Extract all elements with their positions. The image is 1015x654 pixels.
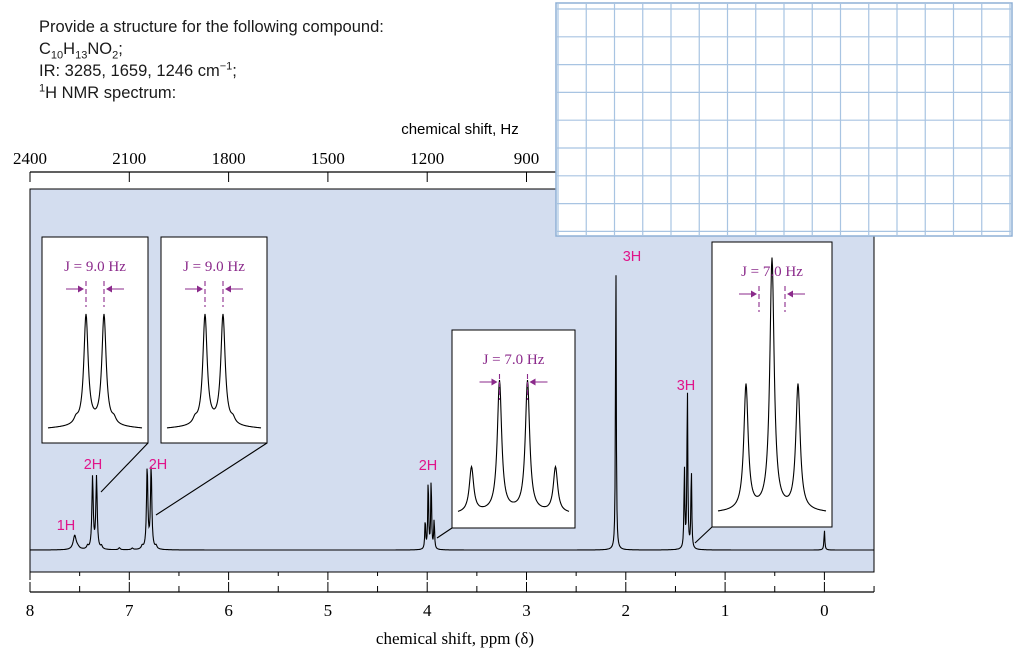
ppm-tick-label: 5: [324, 601, 333, 620]
ppm-tick-label: 1: [721, 601, 730, 620]
inset-box: [711, 241, 833, 528]
hz-tick-label: 1200: [410, 149, 444, 168]
molecular-formula: C10H13NO2;: [39, 40, 123, 62]
ppm-tick-label: 6: [224, 601, 233, 620]
coupling-constant-label: J = 7.0 Hz: [741, 264, 803, 280]
integration-label: 3H: [677, 378, 696, 394]
ppm-tick-label: 7: [125, 601, 134, 620]
inset-leader-line: [100, 442, 149, 493]
integration-label: 3H: [623, 249, 642, 265]
j-arrowhead: [225, 285, 231, 293]
hz-tick-label: 1800: [212, 149, 246, 168]
hz-tick-label: 1500: [311, 149, 345, 168]
j-arrowhead: [529, 378, 536, 386]
ppm-tick-label: 4: [423, 601, 432, 620]
nmr-heading: 1H NMR spectrum:: [39, 82, 177, 102]
inset-leader-line: [155, 442, 268, 516]
ppm-tick-label: 3: [522, 601, 531, 620]
ppm-axis: 8 7 6 5 4 3 2 1 0: [26, 572, 875, 620]
ppm-axis-title: chemical shift, ppm (δ): [376, 629, 534, 648]
inset-layer: J = 9.0 Hz J = 9.0 Hz J = 7.0 Hz J = 7.0 Hz: [41, 236, 833, 544]
ppm-tick-label: 2: [622, 601, 631, 620]
integration-layer: 1H 2H 2H 2H 3H 3H: [57, 249, 696, 534]
j-arrowhead: [78, 285, 84, 293]
integration-label: 2H: [149, 457, 168, 473]
j-arrowhead: [197, 285, 203, 293]
inset-leader-line: [694, 526, 713, 544]
problem-line: Provide a structure for the following co…: [39, 18, 384, 36]
j-arrowhead: [491, 378, 498, 386]
j-arrowhead: [751, 290, 757, 298]
spectrum-trace: [30, 275, 874, 551]
ppm-tick-label: 0: [820, 601, 829, 620]
ppm-tick-label: 8: [26, 601, 35, 620]
inset-trace: [166, 313, 262, 429]
j-arrowhead: [106, 285, 112, 293]
coupling-constant-label: J = 9.0 Hz: [183, 259, 245, 275]
inset-leader-line: [436, 527, 453, 539]
inset-trace: [47, 313, 143, 429]
coupling-constant-label: J = 9.0 Hz: [64, 259, 126, 275]
hz-axis-title: chemical shift, Hz: [401, 121, 519, 138]
hz-tick-label: 2400: [13, 149, 47, 168]
grid-paper: [555, 2, 1013, 237]
inset-trace: [717, 257, 827, 512]
inset-trace: [457, 380, 570, 512]
coupling-constant-label: J = 7.0 Hz: [483, 352, 545, 368]
hz-tick-label: 2100: [112, 149, 146, 168]
inset-box: [451, 329, 576, 529]
integration-label: 2H: [84, 457, 103, 473]
problem-statement: Provide a structure for the following co…: [39, 16, 384, 104]
hz-axis: 2400 2100 1800 1500 1200 900: [13, 149, 556, 182]
integration-label: 2H: [419, 458, 438, 474]
integration-label: 1H: [57, 518, 76, 534]
hz-tick-label: 900: [514, 149, 540, 168]
j-arrowhead: [787, 290, 793, 298]
ir-data: IR: 3285, 1659, 1246 cm−1;: [39, 60, 237, 80]
